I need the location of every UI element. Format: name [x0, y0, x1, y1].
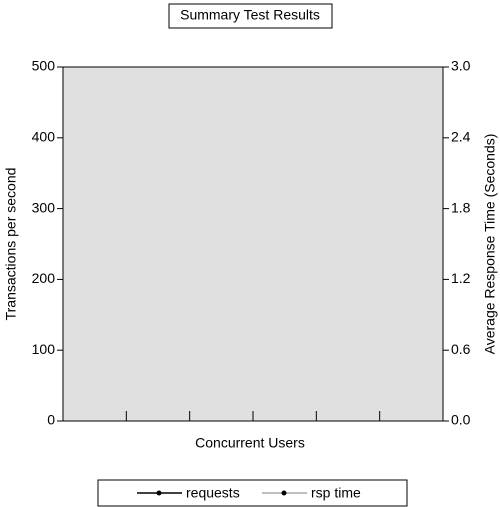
y-axis-label: Transactions per second: [3, 168, 19, 321]
legend-dot: [281, 490, 287, 496]
y-tick-label: 400: [32, 129, 56, 145]
y2-tick-label: 1.8: [451, 199, 471, 215]
y-tick-label: 300: [32, 199, 56, 215]
title-box: [168, 3, 333, 29]
y-tick-label: 500: [32, 58, 56, 74]
legend-label: requests: [186, 485, 240, 501]
y2-tick-label: 0.6: [451, 341, 471, 357]
y2-tick-label: 2.4: [451, 129, 471, 145]
x-axis-label: Concurrent Users: [195, 435, 305, 451]
plot-area: [62, 66, 444, 422]
y2-tick-label: 0.0: [451, 412, 471, 428]
legend-dot: [156, 490, 162, 496]
y-tick-label: 100: [32, 341, 56, 357]
y2-tick-label: 3.0: [451, 58, 471, 74]
y2-tick-label: 1.2: [451, 270, 471, 286]
chart-title: Summary Test Results: [180, 7, 320, 23]
legend-label: rsp time: [311, 485, 361, 501]
y2-axis-label: Average Response Time (Seconds): [482, 134, 498, 355]
y-tick-label: 0: [47, 412, 55, 428]
y-tick-label: 200: [32, 270, 56, 286]
